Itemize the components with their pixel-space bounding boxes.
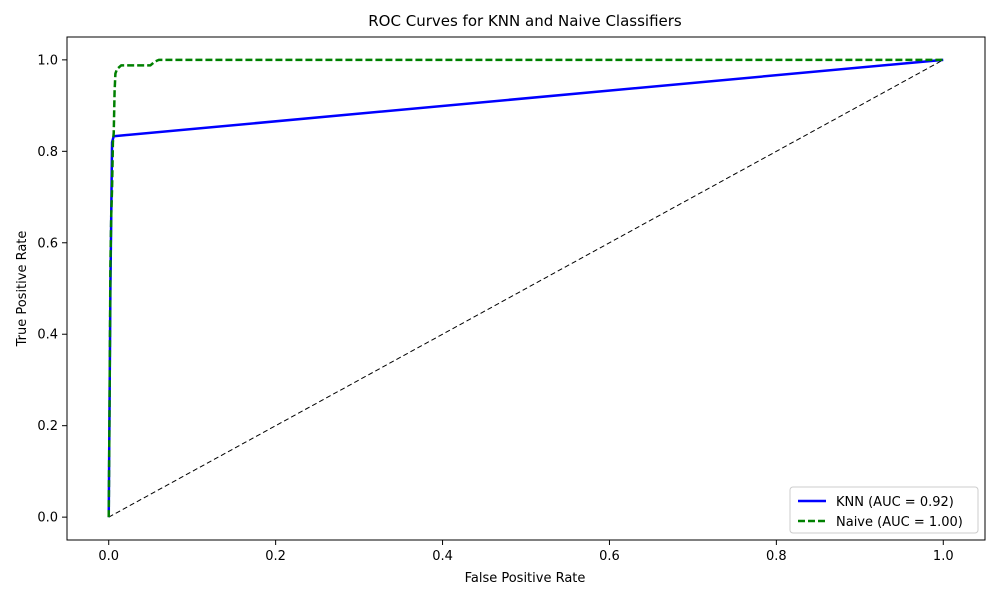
legend-label-knn: KNN (AUC = 0.92) [836,495,954,510]
y-tick-label: 0.4 [37,328,58,343]
x-tick-label: 0.8 [766,549,787,564]
y-axis-label: True Positive Rate [15,231,30,348]
legend-box [789,486,979,534]
x-axis-label: False Positive Rate [465,571,586,586]
x-tick-label: 0.4 [432,549,453,564]
y-tick-label: 0.8 [37,145,58,160]
series-line-naive [107,58,944,518]
y-tick-label: 0.6 [37,236,58,251]
series-layer [107,58,944,518]
x-tick-label: 0.0 [98,549,119,564]
y-tick-label: 0.2 [37,419,58,434]
chart-title: ROC Curves for KNN and Naive Classifiers [368,12,682,30]
x-tick-label: 0.2 [265,549,286,564]
x-tick-label: 0.6 [599,549,620,564]
legend: KNN (AUC = 0.92) Naive (AUC = 1.00) [789,486,979,534]
y-axis: 0.0 0.2 0.4 0.6 0.8 1.0 [37,53,67,526]
y-tick-label: 1.0 [37,53,58,68]
plot-area [66,36,986,541]
legend-label-naive: Naive (AUC = 1.00) [836,515,963,530]
x-axis: 0.0 0.2 0.4 0.6 0.8 1.0 [98,540,954,564]
x-tick-label: 1.0 [933,549,954,564]
y-tick-label: 0.0 [37,511,58,526]
chance-diagonal-line [108,59,944,518]
